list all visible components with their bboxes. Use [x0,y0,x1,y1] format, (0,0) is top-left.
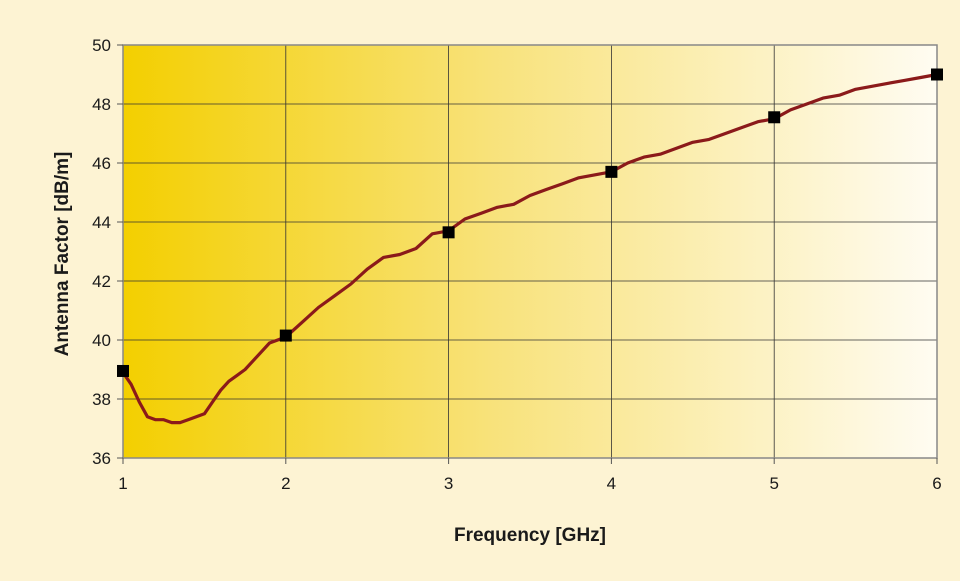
x-tick-label: 5 [769,474,778,493]
y-axis-title: Antenna Factor [dB/m] [52,152,73,357]
x-tick-label: 6 [932,474,941,493]
y-tick-label: 48 [92,95,111,114]
x-tick-label: 3 [444,474,453,493]
y-tick-label: 46 [92,154,111,173]
data-point-marker [605,165,618,178]
data-point-marker [931,68,943,81]
x-axis-title: Frequency [GHz] [454,525,606,546]
data-point-marker [442,226,455,239]
y-tick-label: 42 [92,272,111,291]
y-tick-label: 36 [92,449,111,468]
y-tick-label: 38 [92,390,111,409]
plot-frame [122,44,938,459]
data-point-marker [279,329,292,342]
x-tick-label: 2 [281,474,290,493]
data-point-marker [117,364,129,377]
y-tick-label: 40 [92,331,111,350]
x-tick-label: 1 [118,474,127,493]
data-point-marker [768,111,781,124]
plot-area [123,45,937,458]
y-tick-label: 44 [92,213,111,232]
y-tick-label: 50 [92,36,111,55]
x-tick-label: 4 [607,474,616,493]
